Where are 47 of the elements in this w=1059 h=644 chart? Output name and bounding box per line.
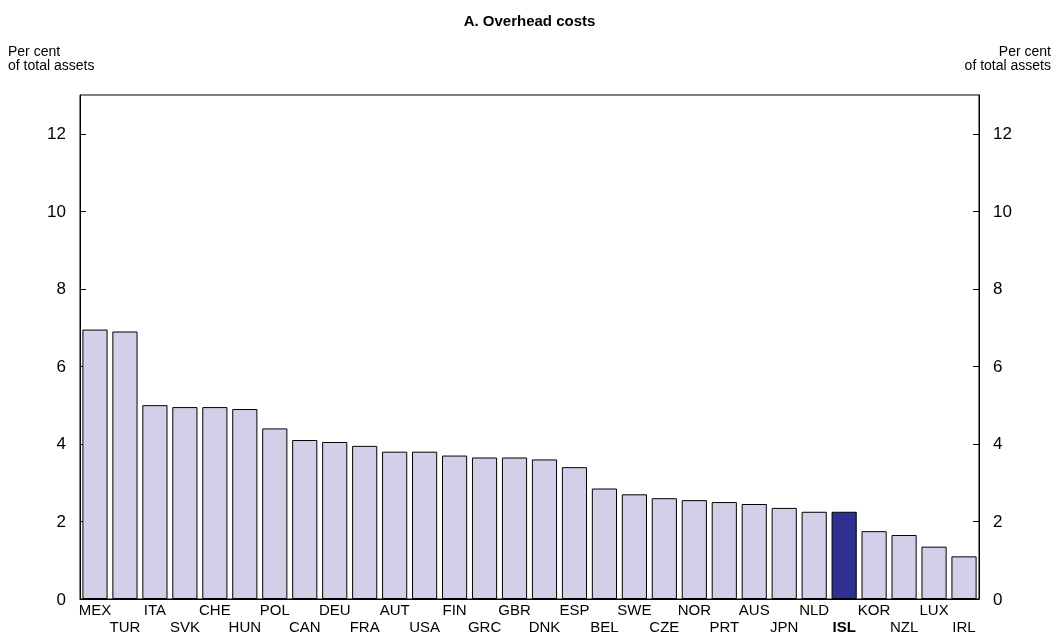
x-tick-label: DNK: [528, 618, 561, 635]
x-tick-label: AUT: [379, 601, 410, 618]
x-tick-label: JPN: [770, 618, 799, 635]
x-tick-label: IRL: [952, 618, 976, 635]
y2-tick-label: 12: [993, 124, 1012, 144]
x-tick-label: CAN: [288, 618, 321, 635]
x-tick-label: LUX: [919, 601, 949, 618]
x-tick-label: ESP: [559, 601, 590, 618]
y2-tick-label: 10: [993, 201, 1012, 221]
x-tick-label: AUS: [738, 601, 770, 618]
x-tick-label: NOR: [677, 601, 712, 618]
x-tick-label: KOR: [857, 601, 891, 618]
y-tick-label: 12: [47, 124, 66, 144]
x-tick-label: POL: [259, 601, 290, 618]
x-tick-label: FRA: [349, 618, 380, 635]
y2-tick-label: 8: [993, 279, 1003, 299]
y-tick-label: 2: [56, 511, 66, 531]
y-tick-label: 8: [56, 279, 66, 299]
x-tick-label: CHE: [199, 601, 231, 618]
x-tick-label: CZE: [649, 618, 680, 635]
x-tick-label: GBR: [498, 601, 531, 618]
y2-tick-label: 4: [993, 434, 1003, 454]
x-tick-label: NZL: [889, 618, 919, 635]
y2-tick-label: 6: [993, 356, 1003, 376]
y2-axis-title: Per cent of total assets: [964, 43, 1052, 73]
y2-tick-label: 2: [993, 511, 1003, 531]
chart-title: A. Overhead costs: [463, 12, 596, 29]
x-tick-label: SVK: [169, 618, 200, 635]
x-tick-label: HUN: [228, 618, 262, 635]
y-tick-label: 0: [56, 589, 66, 609]
x-tick-label: PRT: [709, 618, 740, 635]
y2-tick-label: 0: [993, 589, 1003, 609]
x-tick-label: DEU: [318, 601, 351, 618]
x-tick-label: NLD: [799, 601, 830, 618]
x-tick-label: SWE: [617, 601, 652, 618]
x-tick-label: TUR: [109, 618, 141, 635]
x-tick-label: ITA: [143, 601, 167, 618]
y-tick-label: 4: [56, 434, 66, 454]
x-tick-label: FIN: [442, 601, 467, 618]
x-tick-label: GRC: [467, 618, 502, 635]
x-tick-label: MEX: [78, 601, 112, 618]
y-axis-title: Per cent of total assets: [8, 43, 95, 73]
y-tick-label: 6: [56, 356, 66, 376]
y-tick-label: 10: [47, 201, 66, 221]
x-tick-label: ISL: [832, 618, 856, 635]
x-tick-label: BEL: [590, 618, 619, 635]
x-tick-label: USA: [409, 618, 441, 635]
